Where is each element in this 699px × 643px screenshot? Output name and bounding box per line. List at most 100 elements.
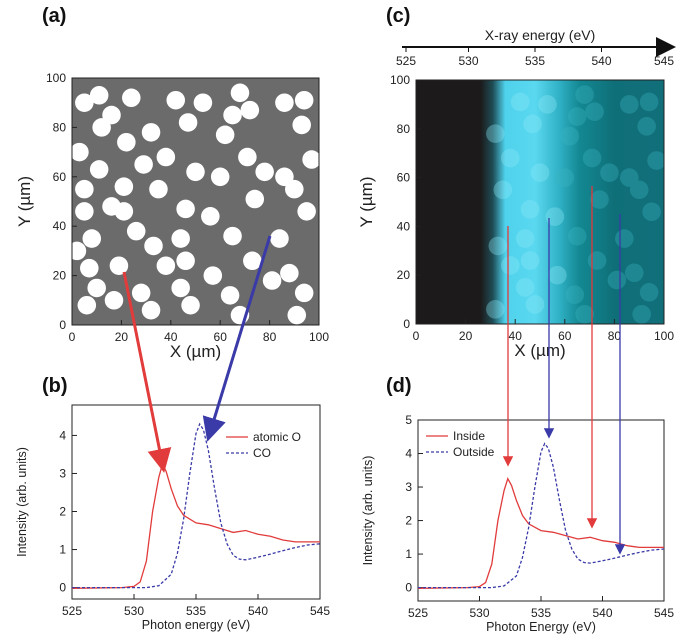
- particle-imprint: [523, 114, 542, 134]
- x-tick-label: 545: [310, 604, 330, 618]
- y-tick-label: 2: [59, 505, 66, 519]
- y-tick-label: 4: [59, 428, 66, 442]
- particle-imprint: [619, 95, 639, 114]
- arrow-background-to-co: [202, 235, 272, 442]
- particle-imprint: [600, 163, 619, 183]
- particle-imprint: [545, 207, 565, 226]
- dot: [114, 202, 134, 221]
- y-tick-label: 40: [397, 219, 411, 233]
- particle-imprint: [565, 285, 585, 305]
- dot: [104, 291, 124, 310]
- x-tick-label: 540: [592, 606, 612, 620]
- particle-imprint: [585, 102, 604, 122]
- dot: [287, 305, 307, 325]
- x-tick-label: 525: [62, 604, 82, 618]
- x-tick-label: 100: [654, 329, 674, 343]
- y-tick-label: 3: [405, 480, 412, 494]
- dot: [117, 132, 136, 152]
- dot: [109, 256, 129, 275]
- x-tick-label: 80: [608, 329, 622, 343]
- dot: [186, 162, 205, 182]
- dot: [77, 295, 97, 315]
- dot: [166, 90, 186, 110]
- series-dashed-line: [72, 422, 321, 589]
- x-tick-label: 540: [248, 604, 268, 618]
- particle-imprint: [639, 92, 659, 112]
- x-tick-label: 100: [309, 330, 329, 344]
- dot: [240, 100, 260, 120]
- dot: [114, 177, 134, 196]
- y-axis-label: Y (µm): [357, 176, 376, 227]
- panel-b-label: (b): [42, 375, 68, 397]
- particle-imprint: [647, 151, 664, 170]
- dot: [134, 155, 153, 174]
- connector-arrows: [122, 186, 626, 555]
- xray-image: [416, 80, 664, 324]
- y-tick-label: 100: [390, 73, 410, 87]
- dot: [126, 221, 146, 241]
- y-tick-label: 0: [59, 581, 66, 595]
- legend-label: CO: [253, 446, 271, 460]
- dot: [220, 286, 240, 305]
- particle-imprint: [500, 256, 520, 275]
- particle-imprint: [567, 226, 587, 246]
- series-solid-line: [417, 477, 664, 589]
- particle-imprint: [548, 265, 567, 285]
- dot: [294, 283, 314, 303]
- dot: [72, 241, 87, 261]
- plot-frame: [71, 77, 320, 326]
- dot: [280, 263, 299, 283]
- particle-imprint: [582, 148, 602, 168]
- particle-imprint: [615, 229, 634, 248]
- y-tick-label: 5: [405, 413, 412, 427]
- particle-imprint: [607, 270, 627, 290]
- particle-imprint: [629, 180, 649, 200]
- particle-imprint: [624, 263, 644, 283]
- dot: [141, 300, 161, 320]
- dot: [80, 258, 99, 278]
- y-tick-label: 1: [405, 547, 412, 561]
- y-tick-label: 100: [46, 71, 66, 85]
- dot: [302, 150, 319, 169]
- particle-imprint: [590, 190, 609, 209]
- particle-imprint: [642, 202, 661, 222]
- particle-imprint: [555, 168, 575, 187]
- particle-imprint: [488, 236, 508, 256]
- y-axis-label: Intensity (arb. units): [15, 447, 29, 557]
- legend-label: Outside: [453, 445, 495, 459]
- particle-imprints: [486, 85, 664, 324]
- dot: [82, 229, 102, 248]
- panel-a-label: (a): [42, 5, 66, 27]
- y-tick-label: 60: [397, 171, 411, 185]
- x-tick-label: 0: [69, 330, 76, 344]
- x-tick-label: 20: [459, 329, 473, 343]
- dot: [245, 189, 265, 209]
- x-tick-label: 535: [186, 604, 206, 618]
- x-tick-label: 20: [115, 330, 129, 344]
- dot: [149, 179, 168, 199]
- dot: [223, 226, 242, 246]
- energy-axis-label: X-ray energy (eV): [485, 27, 595, 43]
- dot: [262, 271, 282, 290]
- particle-imprint: [560, 126, 580, 146]
- panel-b-plot: 525 530 535 540 545 0 1 2 3 4 Photon energy (eV) In…: [15, 404, 330, 632]
- x-tick-label: 530: [469, 606, 489, 620]
- top-tick-label: 535: [525, 54, 545, 68]
- legend-label: atomic O: [253, 430, 301, 444]
- y-axis-label: Y (µm): [15, 176, 34, 227]
- dot: [255, 162, 274, 182]
- dot: [122, 88, 141, 108]
- dot: [238, 147, 257, 167]
- dot: [87, 278, 106, 298]
- dot: [171, 278, 190, 298]
- particle-imprint: [515, 278, 535, 297]
- dot: [176, 199, 195, 219]
- particle-imprint: [575, 85, 594, 104]
- y-tick-label: 3: [59, 466, 66, 480]
- dot: [92, 118, 111, 137]
- dot: [193, 93, 213, 112]
- dot: [156, 256, 176, 275]
- x-tick-label: 530: [124, 604, 144, 618]
- dot: [171, 229, 190, 248]
